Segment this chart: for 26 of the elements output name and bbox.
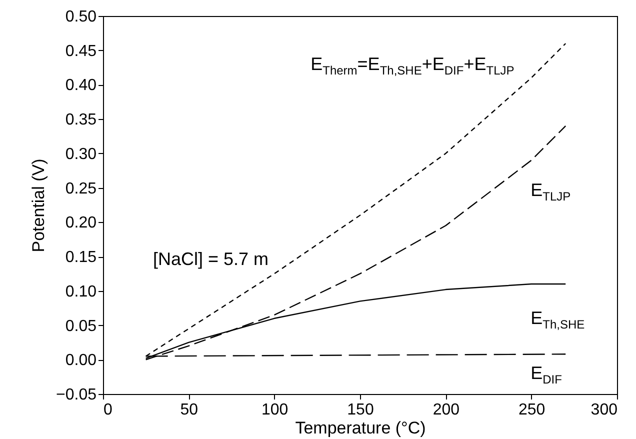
y-tick-label: 0.10 <box>65 283 97 300</box>
x-tick-label: 100 <box>261 402 288 418</box>
y-tick-label: 0.50 <box>65 8 97 26</box>
y-axis-title: Potential (V) <box>29 158 48 252</box>
series-label: E$_{Th,SHE}$ <box>530 308 585 332</box>
series-label: E$_{Therm}$=E$_{Th,SHE}$+E$_{DIF}$+E$_{TLJP}$ <box>310 54 514 78</box>
y-tick-label: 0.05 <box>65 318 97 335</box>
x-tick-label: 0 <box>104 402 112 418</box>
y-tick-label: 0.15 <box>65 249 97 266</box>
x-axis-title: Temperature (°C) <box>295 418 426 438</box>
series-label: E$_{TLJP}$ <box>530 180 571 204</box>
x-tick-label: 200 <box>432 402 460 418</box>
x-tick-label: 50 <box>180 402 198 418</box>
x-tick-label: 300 <box>590 402 618 418</box>
y-tick-label: 0.35 <box>65 112 97 129</box>
x-tick-label: 250 <box>518 402 546 418</box>
series-label: E$_{DIF}$ <box>530 363 562 387</box>
y-tick-label: 0.25 <box>65 180 97 198</box>
y-tick-label: 0.20 <box>65 214 97 232</box>
y-tick-label: 0.40 <box>65 77 97 94</box>
y-tick-label: 0.30 <box>65 146 97 163</box>
x-tick-label: 150 <box>347 402 374 418</box>
y-tick-label: −0.05 <box>56 386 97 404</box>
annotation: [NaCl] = 5.7 m <box>153 249 269 269</box>
y-tick-label: 0.45 <box>65 42 97 60</box>
y-tick-label: 0.00 <box>65 352 97 370</box>
